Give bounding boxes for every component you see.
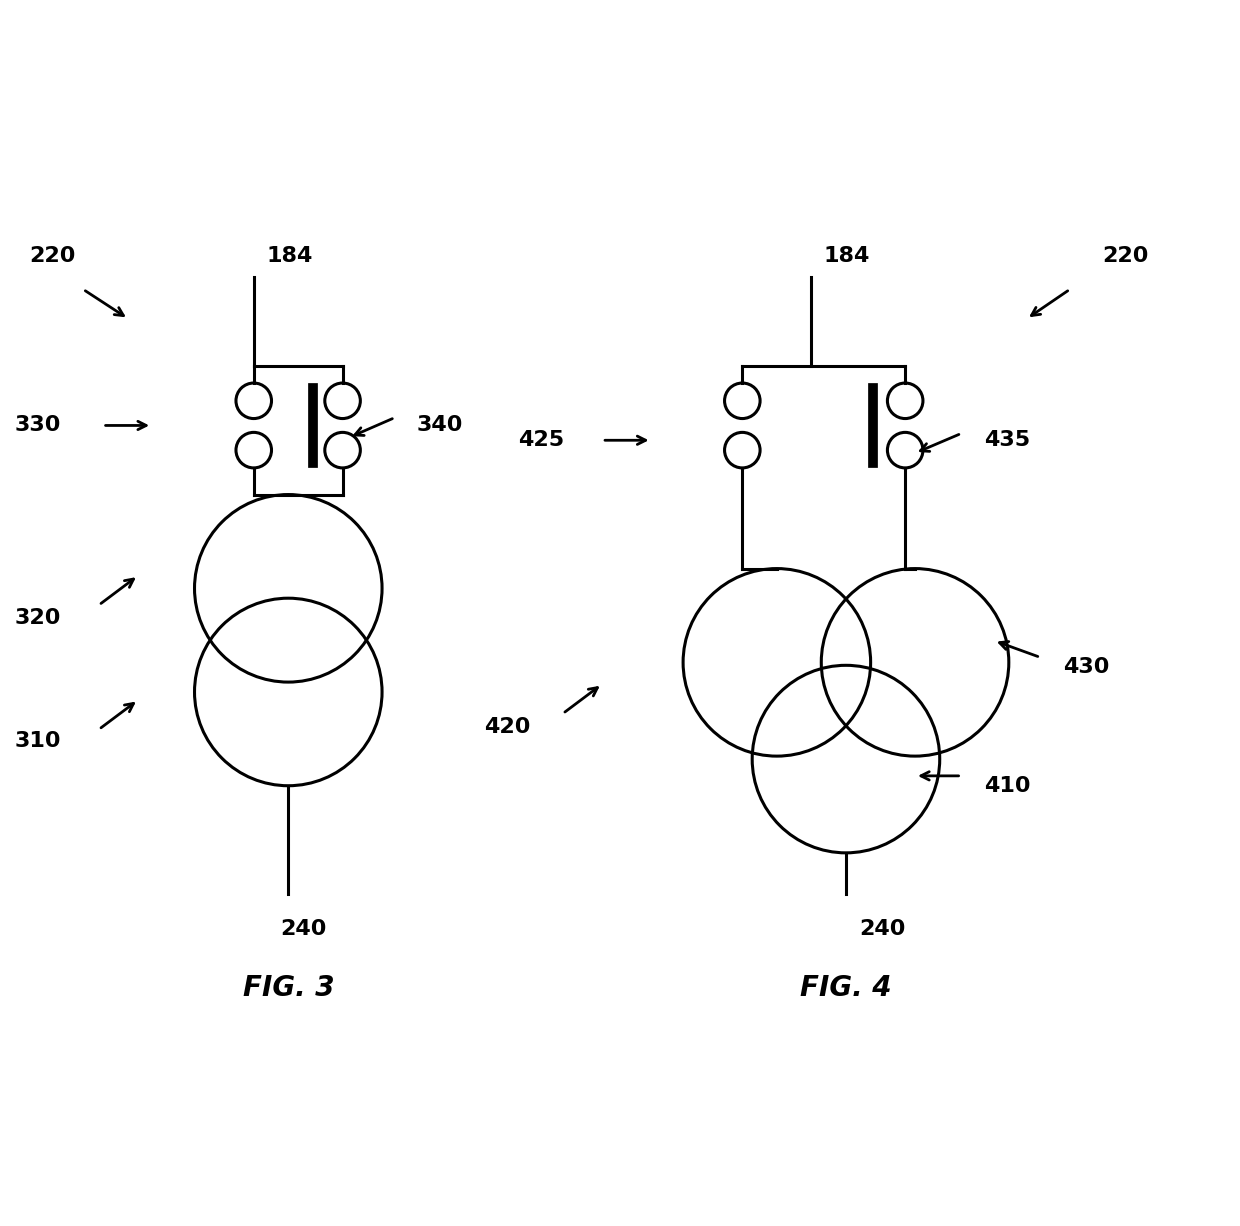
Text: FIG. 3: FIG. 3 <box>243 975 334 1002</box>
Text: 220: 220 <box>1102 245 1149 266</box>
Text: 220: 220 <box>30 245 76 266</box>
Text: FIG. 4: FIG. 4 <box>800 975 892 1002</box>
Text: 420: 420 <box>484 716 531 737</box>
Text: 430: 430 <box>1063 657 1110 677</box>
Text: 184: 184 <box>267 245 312 266</box>
Text: 184: 184 <box>823 245 869 266</box>
Text: 435: 435 <box>985 430 1030 450</box>
Text: 240: 240 <box>859 920 905 939</box>
Text: 240: 240 <box>280 920 327 939</box>
Text: 425: 425 <box>518 430 564 450</box>
Text: 410: 410 <box>985 776 1030 796</box>
Text: 310: 310 <box>15 732 61 752</box>
Text: 330: 330 <box>15 416 61 435</box>
Text: 340: 340 <box>417 416 463 435</box>
Text: 320: 320 <box>15 608 61 628</box>
